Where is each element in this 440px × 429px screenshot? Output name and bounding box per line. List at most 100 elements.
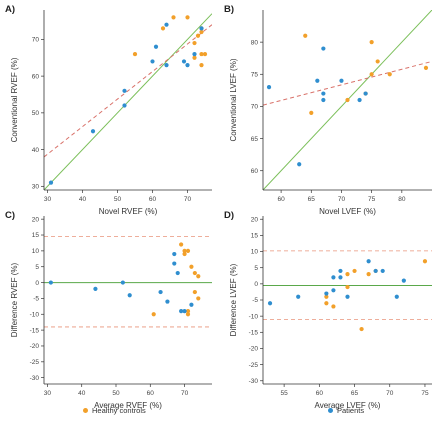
patients-point xyxy=(394,294,399,299)
panel-label: C) xyxy=(5,210,15,221)
patients-point xyxy=(122,88,127,93)
y-tick-label: 10 xyxy=(32,248,40,255)
x-axis-label: Average LVEF (%) xyxy=(315,401,381,410)
x-tick-label: 70 xyxy=(386,390,394,397)
x-tick-label: 75 xyxy=(421,390,429,397)
healthy-point xyxy=(196,274,201,279)
y-tick-label: 0 xyxy=(254,281,258,288)
panel-label: A) xyxy=(5,4,15,15)
patients-point xyxy=(338,275,343,280)
healthy-point xyxy=(309,110,314,115)
x-tick-label: 65 xyxy=(308,196,316,203)
x-tick-label: 70 xyxy=(181,390,189,397)
healthy-point xyxy=(179,242,184,247)
patients-point xyxy=(172,261,177,266)
patients-point xyxy=(122,103,127,108)
y-tick-label: -15 xyxy=(249,330,259,337)
healthy-point xyxy=(132,51,138,57)
reference-lines xyxy=(44,13,212,190)
y-tick-label: -25 xyxy=(249,362,259,369)
patients-point xyxy=(380,268,385,274)
healthy-point xyxy=(375,59,380,64)
x-axis-label: Novel LVEF (%) xyxy=(319,207,376,216)
y-tick-label: 5 xyxy=(35,264,39,271)
x-tick-label: 40 xyxy=(78,390,86,397)
y-tick-label: 65 xyxy=(251,136,259,143)
patients-point xyxy=(192,51,197,57)
y-tick-label: -20 xyxy=(30,343,40,350)
y-tick-label: 15 xyxy=(251,233,259,240)
x-tick-label: 80 xyxy=(398,196,406,203)
x-tick-label: 60 xyxy=(149,196,157,203)
y-tick-label: 60 xyxy=(251,168,259,175)
healthy-point xyxy=(331,304,336,309)
patients-point xyxy=(93,286,98,292)
healthy-point xyxy=(369,40,374,45)
y-tick-label: -15 xyxy=(30,327,40,334)
patients-point xyxy=(158,289,163,295)
legend-patients-marker xyxy=(328,408,333,413)
y-tick-label: 60 xyxy=(32,73,40,80)
x-tick-label: 50 xyxy=(114,196,122,203)
legend-patients-label: Patients xyxy=(337,406,365,415)
patients-point xyxy=(165,299,170,304)
patients-point xyxy=(373,268,378,274)
reference-lines xyxy=(44,236,212,328)
healthy-point xyxy=(387,72,392,77)
patients-point xyxy=(296,294,301,299)
x-tick-label: 55 xyxy=(281,390,289,397)
panel-4: 55 60 65 70 75 -30 -25 -20 -15 -10 -5 0 5 10 15 20 Avera… xyxy=(224,210,432,410)
y-tick-label: -30 xyxy=(249,378,259,385)
patients-point xyxy=(321,97,326,103)
y-tick-label: 80 xyxy=(251,39,259,46)
patients-point xyxy=(339,78,344,83)
patients-point xyxy=(321,91,326,96)
y-axis-label: Conventional LVEF (%) xyxy=(229,58,238,141)
legend-healthy-marker xyxy=(83,408,88,413)
patients-point xyxy=(90,129,96,134)
legend-healthy-label: Healthy controls xyxy=(92,406,146,415)
patients-point xyxy=(331,275,336,280)
patients-point xyxy=(338,268,343,274)
patients-point xyxy=(120,280,125,285)
healthy-point xyxy=(366,272,371,277)
patients-point xyxy=(172,251,177,257)
regression-line xyxy=(263,60,432,106)
healthy-point xyxy=(324,294,329,299)
x-tick-label: 60 xyxy=(277,196,285,203)
healthy-point xyxy=(422,259,428,264)
x-tick-label: 75 xyxy=(368,196,376,203)
x-tick-label: 70 xyxy=(184,196,192,203)
healthy-point xyxy=(171,15,176,20)
panel-2: 60 65 70 75 80 60 65 70 75 80 Novel LVEF (%) Conven… xyxy=(224,4,432,216)
healthy-point xyxy=(185,312,191,317)
patients-point xyxy=(48,280,53,285)
healthy-point xyxy=(185,308,191,314)
healthy-point xyxy=(182,251,187,257)
legend-patients: Patients xyxy=(328,406,364,415)
patients-point xyxy=(189,302,194,307)
y-tick-label: -5 xyxy=(252,297,258,304)
healthy-point xyxy=(199,51,204,57)
patients-point xyxy=(321,46,326,51)
healthy-point xyxy=(423,65,429,70)
patients-point xyxy=(164,63,169,68)
healthy-point xyxy=(359,326,364,332)
patients-point xyxy=(297,162,302,167)
healthy-point xyxy=(199,63,204,68)
x-tick-label: 60 xyxy=(316,390,324,397)
healthy-point xyxy=(352,268,357,274)
patients-point xyxy=(266,85,272,90)
x-tick-label: 40 xyxy=(79,196,87,203)
patients-point xyxy=(199,26,204,31)
patients-point xyxy=(315,78,320,83)
x-tick-label: 30 xyxy=(44,196,52,203)
identity-line xyxy=(44,13,212,190)
y-tick-label: -5 xyxy=(33,296,39,303)
y-tick-label: 70 xyxy=(251,104,259,111)
y-axis-label: Difference LVEF (%) xyxy=(229,263,238,336)
healthy-point xyxy=(185,15,190,20)
patients-point xyxy=(48,180,54,185)
y-tick-label: 75 xyxy=(251,71,259,78)
